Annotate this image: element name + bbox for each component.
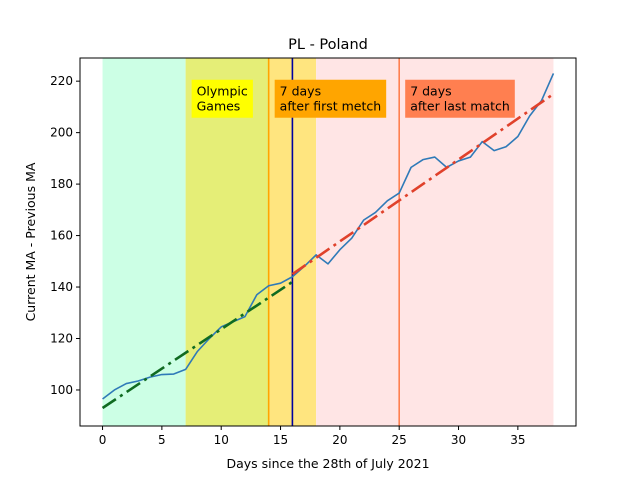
y-axis-label: Current MA - Previous MA — [23, 162, 38, 321]
x-tick-label: 10 — [214, 433, 229, 447]
y-tick-label: 220 — [50, 74, 73, 88]
x-tick-label: 25 — [392, 433, 407, 447]
annotation-3-line-2: after last match — [410, 99, 510, 114]
annotation-2-line-1: 7 days — [280, 84, 321, 99]
x-tick-label: 15 — [273, 433, 288, 447]
trend-line-1 — [101, 280, 294, 410]
shaded-region-2 — [185, 58, 269, 426]
y-tick-label: 200 — [50, 126, 73, 140]
x-axis-label: Days since the 28th of July 2021 — [226, 456, 429, 471]
shaded-region-1 — [102, 58, 186, 426]
y-tick-label: 100 — [50, 383, 73, 397]
plot-frame — [79, 57, 577, 427]
x-tick-label: 20 — [332, 433, 347, 447]
annotation-1-line-2: Games — [197, 99, 241, 114]
y-tick-label: 180 — [50, 177, 73, 191]
chart-title: PL - Poland — [288, 37, 368, 53]
annotation-1-box — [191, 79, 253, 118]
shaded-region-4 — [316, 58, 554, 426]
x-tick-label: 5 — [158, 433, 166, 447]
annotation-3-line-1: 7 days — [410, 84, 451, 99]
x-tick-label: 0 — [99, 433, 107, 447]
y-tick-label: 160 — [50, 229, 73, 243]
annotation-1-line-1: Olympic — [197, 84, 248, 99]
x-tick-label: 30 — [451, 433, 466, 447]
y-tick-label: 120 — [50, 332, 73, 346]
x-tick-label: 35 — [510, 433, 525, 447]
annotation-2-line-2: after first metch — [280, 99, 382, 114]
y-tick-label: 140 — [50, 280, 73, 294]
trend-line-2 — [291, 92, 555, 276]
annotation-3-box — [405, 79, 515, 118]
annotation-2-box — [274, 79, 387, 118]
